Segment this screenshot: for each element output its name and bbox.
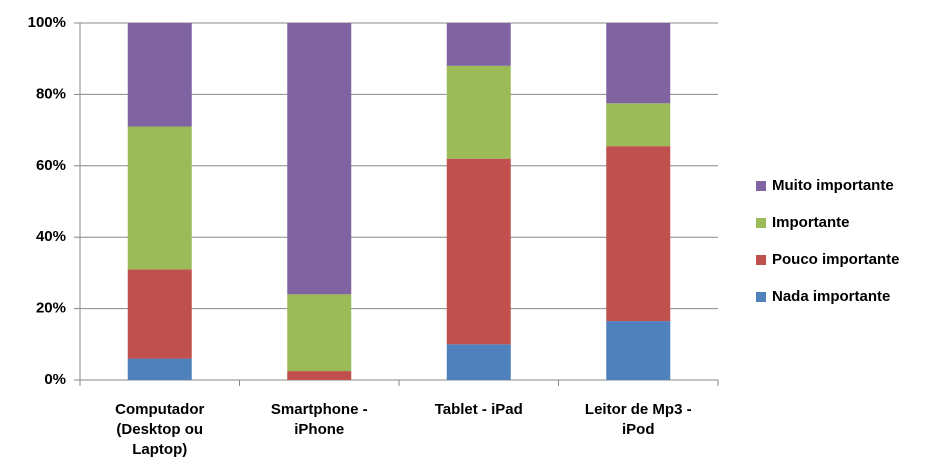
bar-segment: [606, 146, 671, 322]
bar-segment: [127, 358, 192, 380]
bar-segment: [446, 23, 511, 66]
legend-label: Muito importante: [772, 177, 894, 194]
legend-swatch: [756, 181, 766, 191]
bar-segment: [606, 103, 671, 147]
bar-segment: [287, 294, 352, 372]
legend-swatch: [756, 218, 766, 228]
legend-label: Pouco importante: [772, 251, 900, 268]
x-tick-label: Leitor de Mp3 - iPod: [584, 401, 692, 438]
bar-segment: [446, 65, 511, 159]
bar-segment: [446, 158, 511, 345]
legend-label: Nada importante: [772, 288, 890, 305]
y-tick-label: 100%: [28, 14, 66, 31]
bar-segment: [127, 269, 192, 359]
x-tick-label: Smartphone - iPhone: [270, 401, 368, 438]
bar-segment: [127, 23, 192, 127]
bar-segment: [606, 321, 671, 380]
legend-label: Importante: [772, 214, 850, 231]
x-tick-label: Computador (Desktop ou Laptop): [115, 401, 205, 458]
y-tick-label: 0%: [44, 371, 66, 388]
bar-segment: [287, 23, 352, 295]
legend-swatch: [756, 255, 766, 265]
y-tick-label: 80%: [36, 85, 66, 102]
y-tick-label: 20%: [36, 300, 66, 317]
x-tick-label: Tablet - iPad: [434, 401, 523, 418]
y-tick-label: 40%: [36, 228, 66, 245]
bar-segment: [287, 371, 352, 380]
bar-segment: [606, 23, 671, 104]
y-tick-label: 60%: [36, 157, 66, 174]
bar-segment: [127, 126, 192, 270]
bar-segment: [446, 344, 511, 380]
legend-swatch: [756, 292, 766, 302]
